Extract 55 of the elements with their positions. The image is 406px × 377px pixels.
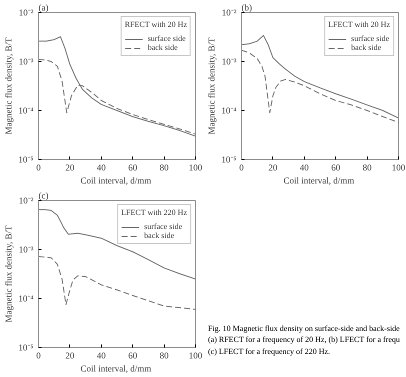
caption: Fig. 10 Magnetic flux density on surface-side and back-side xyxy=(208,324,400,333)
x-tick-label: 100 xyxy=(188,162,203,172)
y-tick-label: 10⁻⁴ xyxy=(18,294,34,304)
x-axis-title: Coil interval, d/mm xyxy=(284,176,354,186)
y-axis-title: Magnetic flux density, B/T xyxy=(3,37,14,134)
legend-title: LFECT with 20 Hz xyxy=(328,20,390,29)
y-tick-label: 10⁻⁴ xyxy=(18,106,34,116)
x-tick-label: 20 xyxy=(268,162,278,172)
x-tick-label: 60 xyxy=(128,350,138,360)
y-tick-label: 10⁻³ xyxy=(222,56,237,66)
legend-label: surface side xyxy=(148,34,186,43)
x-tick-label: 0 xyxy=(36,350,42,360)
y-tick-label: 10⁻² xyxy=(222,8,237,18)
x-axis-title: Coil interval, d/mm xyxy=(80,176,152,186)
x-tick-label: 40 xyxy=(300,162,310,172)
legend-label: back side xyxy=(148,43,178,52)
x-tick-label: 80 xyxy=(160,162,170,172)
y-axis-title: Magnetic flux density, B/T xyxy=(3,225,14,322)
y-tick-label: 10⁻⁵ xyxy=(221,154,237,164)
chart-title: (b) xyxy=(242,2,252,12)
line-series xyxy=(242,34,398,119)
x-tick-label: 40 xyxy=(96,350,106,360)
legend-title: RFECT with 20 Hz xyxy=(124,20,187,29)
x-tick-label: 100 xyxy=(188,350,203,360)
legend-label: surface side xyxy=(351,34,390,43)
x-tick-label: 20 xyxy=(65,162,75,172)
x-tick-label: 0 xyxy=(239,162,244,172)
x-tick-label: 80 xyxy=(362,162,372,172)
y-tick-label: 10⁻⁵ xyxy=(18,342,34,352)
y-tick-label: 10⁻⁴ xyxy=(221,106,237,116)
y-tick-label: 10⁻² xyxy=(18,196,34,206)
line-series xyxy=(38,209,196,280)
x-tick-label: 40 xyxy=(96,162,106,172)
y-tick-label: 10⁻³ xyxy=(18,56,34,66)
y-tick-label: 10⁻² xyxy=(18,8,34,18)
line-series xyxy=(242,50,398,123)
legend-label: back side xyxy=(144,231,174,240)
x-tick-label: 0 xyxy=(36,162,42,172)
legend-label: back side xyxy=(351,43,382,52)
x-tick-label: 60 xyxy=(331,162,341,172)
chart-title: (c) xyxy=(38,190,48,200)
legend-label: surface side xyxy=(144,222,182,231)
legend-title: LFECT with 220 Hz xyxy=(121,208,187,217)
y-tick-label: 10⁻³ xyxy=(18,244,34,254)
y-tick-label: 10⁻⁵ xyxy=(18,154,34,164)
text: (a) RFECT for a frequency of 20 Hz, (b) LFECT for a frequ xyxy=(208,335,400,344)
line-series xyxy=(38,256,196,310)
text: (c) LFECT for a frequency of 220 Hz. xyxy=(208,346,330,356)
x-tick-label: 80 xyxy=(160,350,170,360)
x-tick-label: 60 xyxy=(128,162,138,172)
x-axis-title: Coil interval, d/mm xyxy=(80,364,152,374)
chart-title: (a) xyxy=(38,2,48,12)
y-axis-title: Magnetic flux density, B/T xyxy=(206,37,216,134)
x-tick-label: 100 xyxy=(392,162,406,172)
x-tick-label: 20 xyxy=(65,350,75,360)
